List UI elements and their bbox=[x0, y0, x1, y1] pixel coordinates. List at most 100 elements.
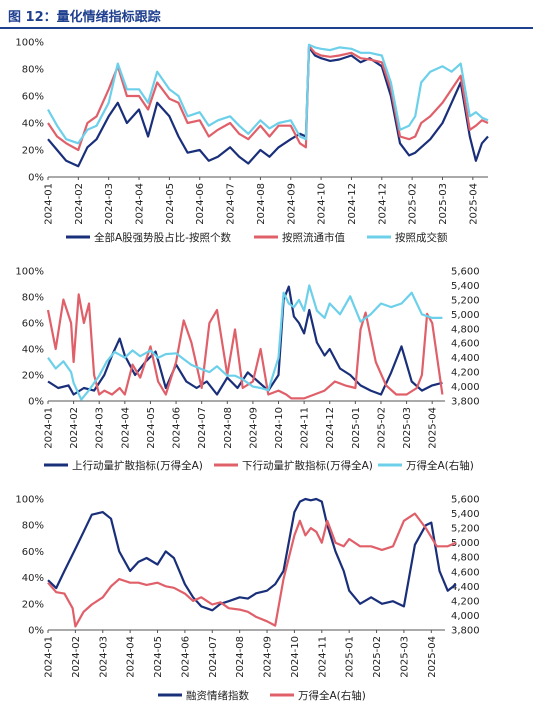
series-line-1 bbox=[47, 45, 489, 152]
x-tick-label: 2024-04 bbox=[126, 636, 137, 678]
y-left-tick-label: 20% bbox=[22, 146, 44, 157]
legend-label-0: 上行动量扩散指标(万得全A) bbox=[72, 459, 203, 472]
y-left-tick-label: 20% bbox=[22, 371, 44, 382]
y-right-tick-label: 4,400 bbox=[451, 582, 480, 593]
y-left-tick-label: 60% bbox=[22, 547, 44, 558]
y-left-tick-label: 0% bbox=[28, 626, 44, 637]
x-tick-label: 2024-03 bbox=[95, 407, 106, 449]
x-tick-label: 2025-03 bbox=[438, 183, 449, 225]
y-right-tick-label: 4,200 bbox=[451, 368, 480, 379]
y-right-tick-label: 4,000 bbox=[451, 611, 480, 622]
y-right-tick-label: 4,600 bbox=[451, 339, 480, 350]
figure-title: 图 12：量化情绪指标跟踪 bbox=[8, 10, 161, 25]
legend-label-2: 万得全A(右轴) bbox=[406, 459, 474, 472]
series-line-1 bbox=[47, 512, 457, 628]
x-tick-label: 2024-04 bbox=[135, 183, 146, 225]
x-tick-label: 2024-07 bbox=[197, 407, 208, 449]
x-tick-label: 2024-11 bbox=[317, 636, 328, 678]
y-left-tick-label: 40% bbox=[22, 119, 44, 130]
y-right-tick-label: 4,800 bbox=[451, 324, 480, 335]
x-tick-label: 2024-08 bbox=[235, 636, 246, 678]
series-line-2 bbox=[47, 43, 489, 145]
y-right-tick-label: 5,200 bbox=[451, 524, 480, 535]
legend-label-0: 全部A股强势股占比-按照个数 bbox=[94, 231, 231, 244]
y-left-tick-label: 100% bbox=[15, 38, 44, 49]
x-tick-label: 2024-01 bbox=[44, 636, 55, 678]
x-tick-label: 2024-06 bbox=[180, 636, 191, 678]
legend-label-1: 按照流通市值 bbox=[282, 231, 345, 244]
y-right-tick-label: 5,000 bbox=[451, 310, 480, 321]
y-left-tick-label: 0% bbox=[28, 397, 44, 408]
y-right-tick-label: 5,400 bbox=[451, 509, 480, 520]
chart-momentum-diffusion: 0% 20% 40% 60% 80% 100% 3,800 4,000 4,200 4,400 4,… bbox=[15, 267, 480, 473]
chart-margin-sentiment: 0% 20% 40% 60% 80% 100% 3,800 4,000 4,200 4,400 4,… bbox=[15, 495, 480, 703]
series-line-0 bbox=[47, 46, 489, 168]
x-tick-label: 2024-02 bbox=[74, 183, 85, 225]
y-left-tick-label: 100% bbox=[15, 267, 44, 278]
y-right-tick-label: 5,000 bbox=[451, 538, 480, 549]
y-left-tick-label: 40% bbox=[22, 573, 44, 584]
x-tick-label: 2024-09 bbox=[286, 183, 297, 225]
legend-label-1: 下行动量扩散指标(万得全A) bbox=[242, 459, 373, 472]
x-tick-label: 2025-03 bbox=[399, 636, 410, 678]
x-tick-label: 2024-07 bbox=[226, 183, 237, 225]
x-tick-label: 2025-02 bbox=[376, 407, 387, 449]
x-tick-label: 2024-09 bbox=[248, 407, 259, 449]
x-tick-label: 2024-09 bbox=[263, 636, 274, 678]
x-tick-label: 2025-02 bbox=[408, 183, 419, 225]
y-right-tick-label: 5,600 bbox=[451, 267, 480, 278]
series-line-2 bbox=[47, 284, 443, 401]
x-tick-label: 2024-05 bbox=[165, 183, 176, 225]
y-left-tick-label: 80% bbox=[22, 521, 44, 532]
x-tick-label: 2024-05 bbox=[153, 636, 164, 678]
x-tick-label: 2025-04 bbox=[427, 636, 438, 678]
x-tick-label: 2024-06 bbox=[172, 407, 183, 449]
x-tick-label: 2024-08 bbox=[256, 183, 267, 225]
x-tick-label: 2025-04 bbox=[468, 183, 479, 225]
y-left-tick-label: 40% bbox=[22, 345, 44, 356]
x-tick-label: 2024-05 bbox=[146, 407, 157, 449]
x-tick-label: 2024-10 bbox=[290, 636, 301, 678]
y-right-tick-label: 3,800 bbox=[451, 397, 480, 408]
series-line-0 bbox=[47, 285, 443, 396]
x-tick-label: 2025-01 bbox=[345, 636, 356, 678]
x-tick-label: 2024-01 bbox=[44, 407, 55, 449]
x-tick-label: 2024-10 bbox=[317, 183, 328, 225]
series-line-1 bbox=[46, 293, 444, 400]
x-tick-label: 2024-03 bbox=[104, 183, 115, 225]
x-tick-label: 2024-03 bbox=[98, 636, 109, 678]
y-left-tick-label: 20% bbox=[22, 599, 44, 610]
x-tick-label: 2024-11 bbox=[300, 407, 311, 449]
legend-label-0: 融资情绪指数 bbox=[186, 689, 249, 702]
y-right-tick-label: 5,400 bbox=[451, 281, 480, 292]
title-rule bbox=[0, 27, 533, 29]
x-tick-label: 2024-12 bbox=[377, 183, 388, 225]
x-tick-label: 2024-12 bbox=[347, 183, 358, 225]
x-tick-label: 2025-01 bbox=[351, 407, 362, 449]
x-tick-label: 2024-02 bbox=[69, 407, 80, 449]
x-tick-label: 2024-07 bbox=[208, 636, 219, 678]
y-right-tick-label: 5,600 bbox=[451, 495, 480, 506]
x-tick-label: 2025-03 bbox=[402, 407, 413, 449]
x-tick-label: 2024-01 bbox=[44, 183, 55, 225]
y-left-tick-label: 80% bbox=[22, 65, 44, 76]
y-right-tick-label: 3,800 bbox=[451, 626, 480, 637]
y-right-tick-label: 4,600 bbox=[451, 567, 480, 578]
x-tick-label: 2024-08 bbox=[223, 407, 234, 449]
x-tick-label: 2024-06 bbox=[195, 183, 206, 225]
x-tick-label: 2024-10 bbox=[274, 407, 285, 449]
y-left-tick-label: 80% bbox=[22, 293, 44, 304]
y-right-tick-label: 4,400 bbox=[451, 353, 480, 364]
y-right-tick-label: 4,000 bbox=[451, 382, 480, 393]
y-right-tick-label: 4,800 bbox=[451, 553, 480, 564]
x-tick-label: 2025-04 bbox=[428, 407, 439, 449]
series-line-0 bbox=[47, 497, 457, 612]
legend-label-1: 万得全A(右轴) bbox=[298, 689, 366, 702]
legend-label-2: 按照成交额 bbox=[395, 231, 448, 244]
x-tick-label: 2024-02 bbox=[71, 636, 82, 678]
y-left-tick-label: 0% bbox=[28, 173, 44, 184]
x-tick-label: 2025-02 bbox=[372, 636, 383, 678]
chart-breadth: 0% 20% 40% 60% 80% 100% 2024-01 2024-02 2024-03 2… bbox=[15, 38, 489, 244]
y-right-tick-label: 4,200 bbox=[451, 596, 480, 607]
y-left-tick-label: 100% bbox=[15, 495, 44, 506]
